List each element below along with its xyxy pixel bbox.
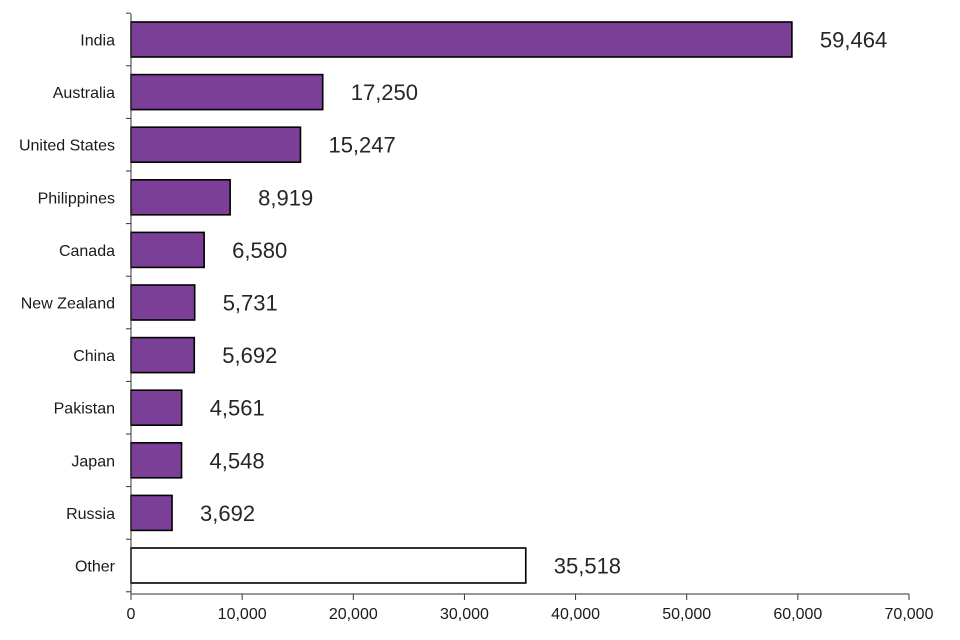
category-label-australia: Australia — [53, 85, 115, 102]
category-label-united-states: United States — [19, 138, 115, 155]
bar-united-states — [130, 126, 302, 163]
category-label-china: China — [73, 348, 115, 365]
x-tick-label: 60,000 — [773, 606, 822, 623]
value-label-other: 35,518 — [554, 554, 621, 579]
category-label-russia: Russia — [66, 506, 115, 523]
value-label-japan: 4,548 — [210, 448, 265, 473]
axes-layer — [126, 12, 910, 600]
value-label-new-zealand: 5,731 — [223, 291, 278, 316]
category-label-canada: Canada — [59, 243, 115, 260]
value-label-india: 59,464 — [820, 28, 887, 53]
value-label-australia: 17,250 — [351, 80, 418, 105]
value-label-pakistan: 4,561 — [210, 396, 265, 421]
bar-russia — [130, 494, 173, 532]
bar-philippines — [130, 179, 231, 216]
x-tick-label: 10,000 — [218, 606, 267, 623]
x-tick-label: 0 — [127, 606, 136, 623]
value-label-china: 5,692 — [222, 343, 277, 368]
bar-canada — [130, 231, 205, 269]
category-label-new-zealand: New Zealand — [21, 296, 115, 313]
labels-layer: 0 10,000 20,000 30,000 40,000 50,000 60,000 70,… — [19, 28, 934, 624]
bar-australia — [130, 73, 324, 111]
value-label-russia: 3,692 — [200, 501, 255, 526]
bar-india — [130, 21, 793, 58]
x-tick-label: 30,000 — [440, 606, 489, 623]
value-label-philippines: 8,919 — [258, 185, 313, 210]
category-label-philippines: Philippines — [38, 190, 115, 207]
bar-other — [130, 547, 527, 584]
bar-pakistan — [130, 389, 183, 427]
x-tick-label: 40,000 — [551, 606, 600, 623]
category-label-japan: Japan — [71, 453, 115, 470]
value-label-canada: 6,580 — [232, 238, 287, 263]
bars-layer — [130, 21, 793, 584]
category-label-india: India — [80, 33, 115, 50]
bar-japan — [130, 441, 183, 479]
bar-new-zealand — [130, 284, 196, 321]
bar-china — [130, 336, 196, 374]
x-tick-label: 70,000 — [885, 606, 934, 623]
category-label-other: Other — [75, 559, 116, 576]
x-tick-label: 50,000 — [662, 606, 711, 623]
category-label-pakistan: Pakistan — [54, 401, 115, 418]
value-label-united-states: 15,247 — [328, 133, 395, 158]
x-tick-label: 20,000 — [329, 606, 378, 623]
